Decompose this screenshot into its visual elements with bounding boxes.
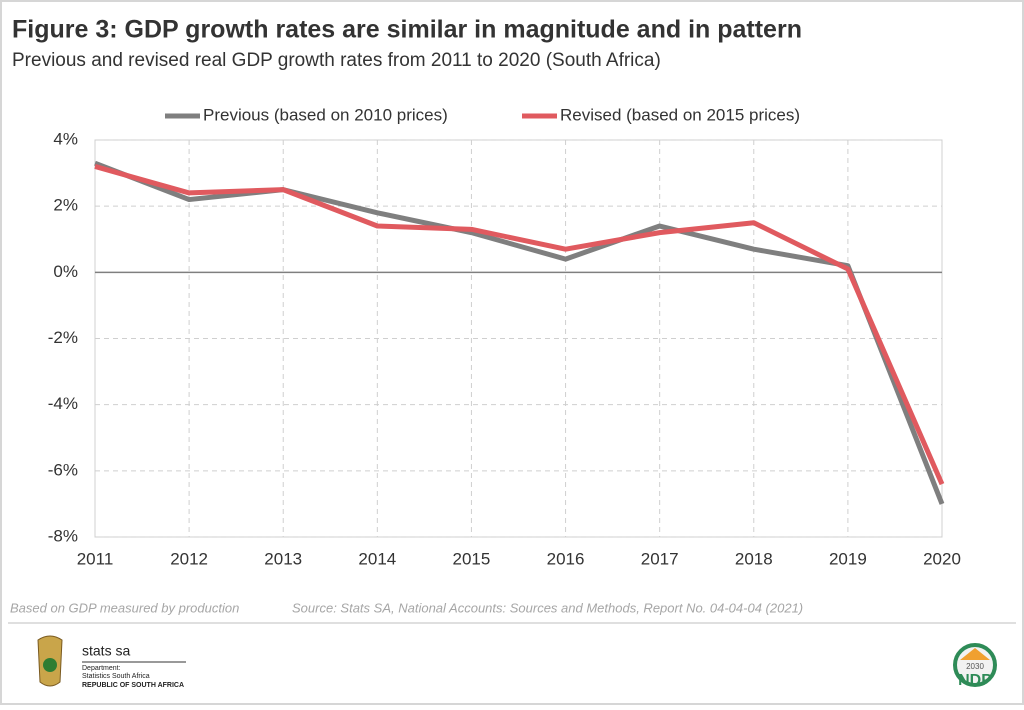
x-tick-label: 2017 <box>641 549 679 568</box>
y-tick-label: -2% <box>48 328 78 347</box>
logo-text: REPUBLIC OF SOUTH AFRICA <box>82 682 184 689</box>
source: Source: Stats SA, National Accounts: Sou… <box>292 600 803 615</box>
data-line <box>94 160 945 505</box>
stats-logo: stats sa Department: Statistics South Af… <box>37 635 186 689</box>
y-tick-label: -8% <box>48 526 78 545</box>
logo-text: Statistics South Africa <box>82 673 150 680</box>
data-line <box>94 164 945 486</box>
x-tick-label: 2016 <box>547 549 585 568</box>
x-tick-label: 2011 <box>77 549 114 568</box>
logo-text: Department: <box>82 665 121 672</box>
ndp-logo: 2030 NDP <box>953 643 997 689</box>
note: Based on GDP measured by production <box>10 600 239 615</box>
x-tick-label: 2018 <box>735 549 773 568</box>
x-tick-label: 2020 <box>923 549 961 568</box>
ndp-text: NDP <box>958 672 992 689</box>
x-tick-label: 2012 <box>170 549 208 568</box>
ndp-year: 2030 <box>966 662 984 671</box>
y-tick-label: -4% <box>48 394 78 413</box>
ndp-ring <box>953 643 997 687</box>
x-tick-label: 2013 <box>264 549 302 568</box>
y-tick-label: -6% <box>48 460 78 479</box>
logo-text: stats sa <box>82 643 130 659</box>
x-tick-label: 2014 <box>358 549 396 568</box>
coat-of-arms-detail <box>43 658 57 672</box>
x-tick-label: 2019 <box>829 549 867 568</box>
chart-title: Figure 3: GDP growth rates are similar i… <box>12 16 802 44</box>
y-tick-label: 2% <box>53 196 78 215</box>
ndp-shape <box>960 648 990 660</box>
legend-label: Revised (based on 2015 prices) <box>560 105 800 124</box>
x-tick-label: 2015 <box>453 549 491 568</box>
y-tick-label: 0% <box>53 262 78 281</box>
y-tick-label: 4% <box>53 129 78 148</box>
chart-subtitle: Previous and revised real GDP growth rat… <box>12 50 661 71</box>
legend-label: Previous (based on 2010 prices) <box>203 105 448 124</box>
